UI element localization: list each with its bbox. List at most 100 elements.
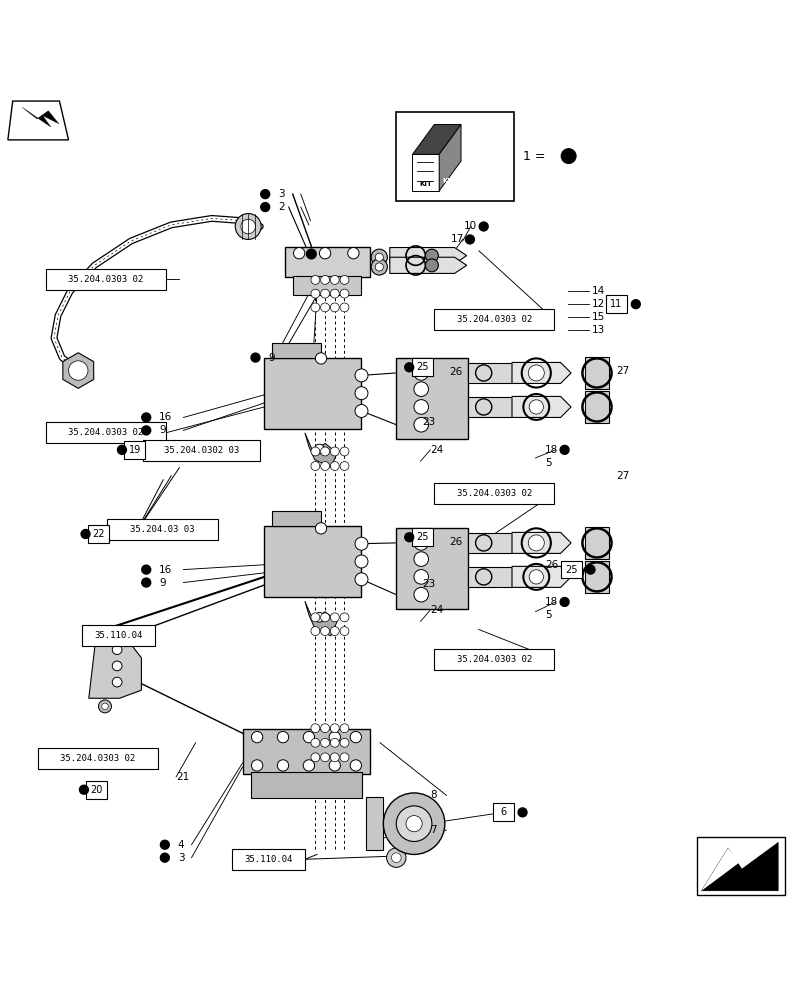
Text: 35.204.0303 02: 35.204.0303 02 [456, 489, 531, 498]
Text: 35.204.03 03: 35.204.03 03 [130, 525, 195, 534]
FancyBboxPatch shape [264, 358, 361, 429]
Circle shape [340, 738, 349, 747]
Text: 11: 11 [610, 299, 622, 309]
Circle shape [311, 613, 320, 622]
FancyBboxPatch shape [292, 276, 361, 295]
Circle shape [101, 703, 108, 710]
Circle shape [303, 760, 314, 771]
Polygon shape [389, 248, 466, 264]
Polygon shape [412, 154, 439, 191]
Circle shape [260, 203, 269, 212]
Circle shape [425, 249, 438, 262]
Text: 6: 6 [500, 807, 505, 817]
Text: 17: 17 [450, 234, 463, 244]
Circle shape [315, 353, 326, 364]
FancyBboxPatch shape [88, 525, 109, 543]
FancyBboxPatch shape [264, 526, 361, 597]
Circle shape [354, 537, 367, 550]
FancyBboxPatch shape [492, 803, 513, 821]
Circle shape [375, 253, 383, 261]
Circle shape [161, 853, 169, 862]
FancyBboxPatch shape [365, 797, 383, 850]
Polygon shape [512, 362, 570, 383]
Text: 21: 21 [176, 772, 189, 782]
Polygon shape [512, 566, 570, 587]
Text: 16: 16 [159, 565, 172, 575]
Text: 20: 20 [91, 785, 103, 795]
FancyBboxPatch shape [434, 649, 553, 670]
Polygon shape [512, 396, 570, 417]
Text: 12: 12 [591, 299, 605, 309]
Circle shape [560, 445, 569, 454]
Text: 7: 7 [430, 825, 436, 835]
Circle shape [386, 848, 406, 867]
Text: 35.204.0303 02: 35.204.0303 02 [68, 428, 144, 437]
Circle shape [414, 382, 428, 396]
Polygon shape [88, 629, 141, 698]
Text: 1 =: 1 = [523, 150, 545, 163]
Text: 2: 2 [278, 202, 285, 212]
Circle shape [586, 565, 594, 574]
Circle shape [528, 535, 543, 551]
Circle shape [142, 426, 151, 435]
Polygon shape [467, 567, 512, 587]
Circle shape [251, 731, 263, 743]
Circle shape [383, 793, 444, 854]
Polygon shape [701, 842, 777, 891]
Circle shape [311, 738, 320, 747]
Circle shape [98, 700, 111, 713]
Circle shape [328, 731, 340, 743]
Circle shape [405, 363, 413, 372]
Circle shape [311, 753, 320, 762]
FancyBboxPatch shape [396, 112, 513, 201]
Polygon shape [304, 433, 337, 468]
Polygon shape [584, 391, 608, 423]
FancyBboxPatch shape [232, 849, 304, 870]
Circle shape [340, 275, 349, 284]
Circle shape [350, 760, 361, 771]
Circle shape [320, 738, 329, 747]
Circle shape [354, 573, 367, 586]
Circle shape [118, 445, 127, 454]
Circle shape [354, 387, 367, 400]
Circle shape [340, 289, 349, 298]
Circle shape [560, 149, 575, 163]
Text: KIT: KIT [418, 181, 431, 187]
Text: 35.204.0303 02: 35.204.0303 02 [60, 754, 135, 763]
Text: 35.110.04: 35.110.04 [94, 631, 143, 640]
Circle shape [311, 447, 320, 456]
Circle shape [142, 565, 151, 574]
Circle shape [354, 369, 367, 382]
FancyBboxPatch shape [434, 309, 553, 330]
Circle shape [306, 249, 315, 259]
Text: 9: 9 [159, 425, 165, 435]
Circle shape [320, 462, 329, 470]
Circle shape [330, 613, 339, 622]
Circle shape [340, 303, 349, 312]
Circle shape [330, 724, 339, 733]
Text: 10: 10 [464, 221, 477, 231]
Text: 23: 23 [422, 579, 435, 589]
Text: 8: 8 [430, 790, 436, 800]
Circle shape [251, 353, 260, 362]
Circle shape [314, 444, 324, 454]
FancyBboxPatch shape [46, 269, 165, 290]
Circle shape [528, 365, 543, 381]
Circle shape [396, 806, 431, 841]
Circle shape [529, 400, 543, 414]
Circle shape [330, 275, 339, 284]
Circle shape [414, 536, 428, 550]
Polygon shape [701, 848, 739, 891]
Circle shape [311, 724, 320, 733]
FancyBboxPatch shape [86, 781, 107, 799]
Circle shape [631, 300, 640, 309]
Text: 27: 27 [616, 471, 629, 481]
Circle shape [414, 400, 428, 414]
Polygon shape [412, 125, 461, 154]
Text: 3: 3 [178, 853, 184, 863]
Polygon shape [467, 397, 512, 417]
Circle shape [277, 760, 288, 771]
FancyBboxPatch shape [560, 561, 581, 578]
Circle shape [414, 587, 428, 602]
FancyBboxPatch shape [272, 511, 320, 526]
